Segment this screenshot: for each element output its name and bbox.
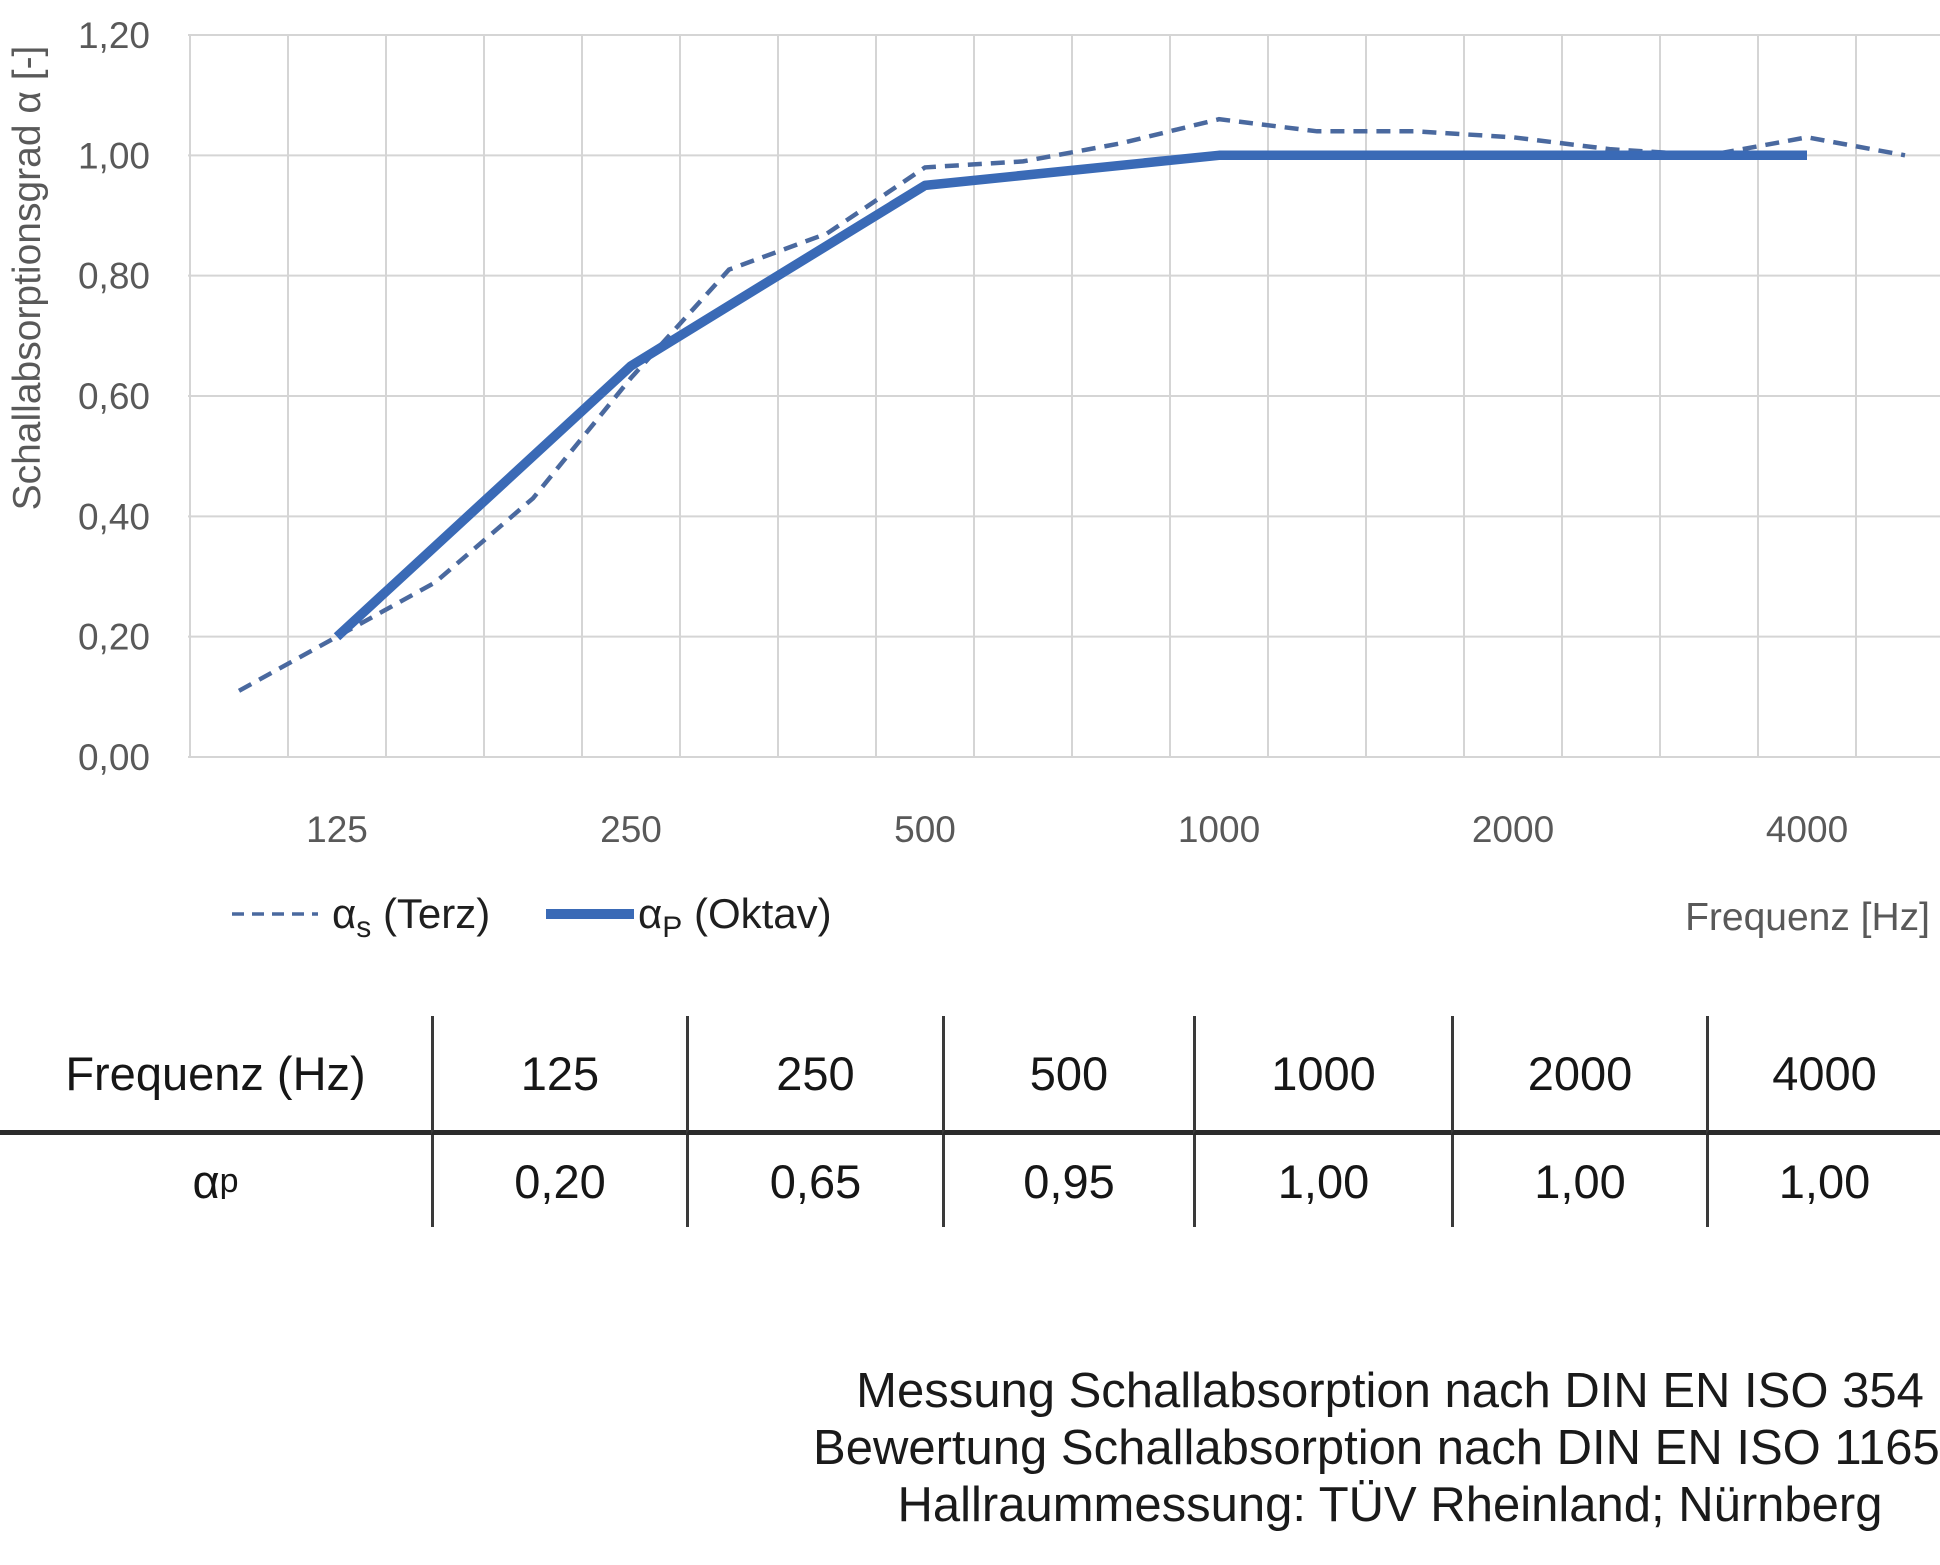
absorption-chart: Schallabsorptionsgrad α [-] 1,20 1,00 0,80… bbox=[6, 15, 1940, 944]
legend-label-alpha-s: αs (Terz) bbox=[332, 890, 490, 944]
y-tick-label: 0,20 bbox=[78, 617, 150, 658]
x-tick-label: 4000 bbox=[1766, 809, 1848, 850]
table-value-500: 0,95 bbox=[942, 1135, 1193, 1227]
table-value-4000: 1,00 bbox=[1706, 1135, 1940, 1227]
table-value-2000: 1,00 bbox=[1451, 1135, 1706, 1227]
x-tick-label: 250 bbox=[600, 809, 662, 850]
y-tick-label: 0,40 bbox=[78, 496, 150, 537]
legend: αs (Terz) αP (Oktav) bbox=[232, 890, 832, 944]
table-value-125: 0,20 bbox=[431, 1135, 686, 1227]
x-tick-labels: 125 250 500 1000 2000 4000 bbox=[306, 809, 1848, 850]
y-tick-label: 1,20 bbox=[78, 15, 150, 56]
x-tick-label: 125 bbox=[306, 809, 368, 850]
gridlines bbox=[188, 34, 1940, 758]
table-value-1000: 1,00 bbox=[1193, 1135, 1451, 1227]
footer-line-measurement: Messung Schallabsorption nach DIN EN ISO… bbox=[856, 1364, 1924, 1418]
table-header-frequency: Frequenz (Hz) bbox=[0, 1016, 431, 1135]
legend-label-alpha-p: αP (Oktav) bbox=[638, 890, 832, 944]
table-value-250: 0,65 bbox=[686, 1135, 942, 1227]
table-header-2000: 2000 bbox=[1451, 1016, 1706, 1135]
x-tick-label: 500 bbox=[894, 809, 956, 850]
table-header-1000: 1000 bbox=[1193, 1016, 1451, 1135]
footer-text: Messung Schallabsorption nach DIN EN ISO… bbox=[600, 1363, 1940, 1534]
footer-line-lab: Hallraummessung: TÜV Rheinland; Nürnberg bbox=[897, 1478, 1883, 1532]
table-header-125: 125 bbox=[431, 1016, 686, 1135]
y-tick-label: 0,80 bbox=[78, 256, 150, 297]
table-header-250: 250 bbox=[686, 1016, 942, 1135]
x-tick-label: 1000 bbox=[1178, 809, 1260, 850]
y-axis-title: Schallabsorptionsgrad α [-] bbox=[6, 46, 49, 511]
x-axis-title: Frequenz [Hz] bbox=[1685, 896, 1930, 939]
table-header-500: 500 bbox=[942, 1016, 1193, 1135]
x-tick-label: 2000 bbox=[1472, 809, 1554, 850]
y-tick-labels: 1,20 1,00 0,80 0,60 0,40 0,20 0,00 bbox=[78, 15, 150, 778]
alpha-symbol: α bbox=[192, 1154, 220, 1208]
y-tick-label: 1,00 bbox=[78, 135, 150, 176]
series-alpha-p-oktav bbox=[333, 150, 1807, 641]
footer-line-rating: Bewertung Schallabsorption nach DIN EN I… bbox=[813, 1421, 1940, 1475]
series-alpha-s-terz bbox=[237, 116, 1906, 693]
y-tick-label: 0,00 bbox=[78, 737, 150, 778]
absorption-table: Frequenz (Hz) 125 250 500 1000 2000 4000… bbox=[0, 1016, 1940, 1227]
table-header-4000: 4000 bbox=[1706, 1016, 1940, 1135]
y-tick-label: 0,60 bbox=[78, 376, 150, 417]
